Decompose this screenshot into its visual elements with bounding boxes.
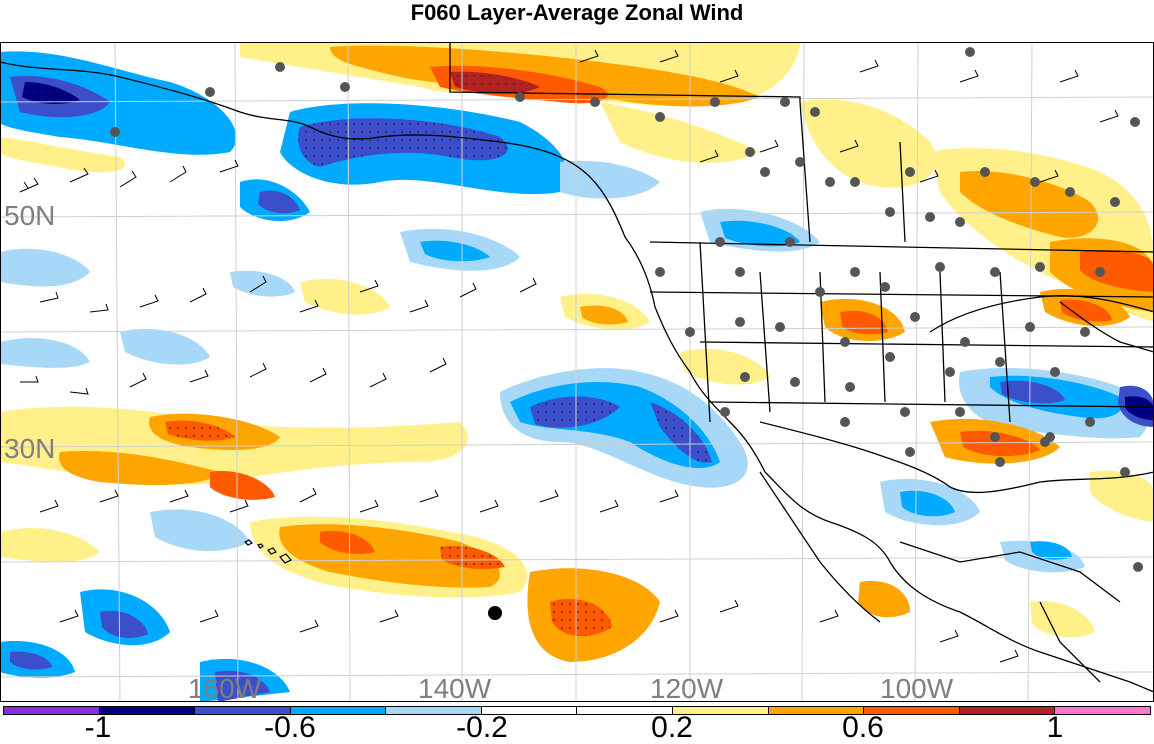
wind-shading: [0, 42, 1154, 702]
colorbar-segment: [194, 707, 290, 714]
lon-label-160w: 160W: [188, 673, 262, 702]
colorbar-ticks: -1 -0.6 -0.2 0.2 0.6 1: [0, 713, 1154, 743]
tick-label: -0.6: [264, 711, 316, 744]
lon-label-100w: 100W: [880, 673, 954, 702]
colorbar-segment: [863, 707, 959, 714]
colorbar-segment: [1054, 707, 1150, 714]
colorbar-segment: [767, 707, 864, 714]
colorbar-segment: [672, 707, 768, 714]
colorbar-segment: [480, 707, 577, 714]
lat-label-50n: 50N: [4, 200, 55, 231]
colorbar-segment: [98, 707, 195, 714]
wind-map: 50N 30N 160W 140W 120W 100W: [0, 42, 1154, 702]
colorbar: [3, 706, 1151, 715]
lon-label-120w: 120W: [650, 673, 724, 702]
lon-label-140w: 140W: [418, 673, 492, 702]
colorbar-segment: [958, 707, 1055, 714]
tick-label: -1: [84, 711, 112, 744]
colorbar-segment: [385, 707, 481, 714]
location-marker: [488, 606, 502, 620]
stipple-overlay: [22, 71, 712, 637]
graticule: [0, 42, 1154, 702]
wind-barbs: [19, 49, 1119, 663]
colorbar-segment: [4, 707, 99, 714]
station-dots: [110, 47, 1143, 572]
tick-label: 1: [1046, 711, 1064, 744]
coastlines: [0, 42, 1154, 693]
chart-title: F060 Layer-Average Zonal Wind: [410, 0, 744, 25]
tick-label: -0.2: [456, 711, 508, 744]
hawaii-islands: [243, 539, 292, 564]
tick-label: 0.6: [842, 711, 884, 744]
colorbar-segment: [576, 707, 673, 714]
tick-label: 0.2: [651, 711, 693, 744]
lat-label-30n: 30N: [4, 433, 55, 464]
colorbar-segment: [289, 707, 386, 714]
